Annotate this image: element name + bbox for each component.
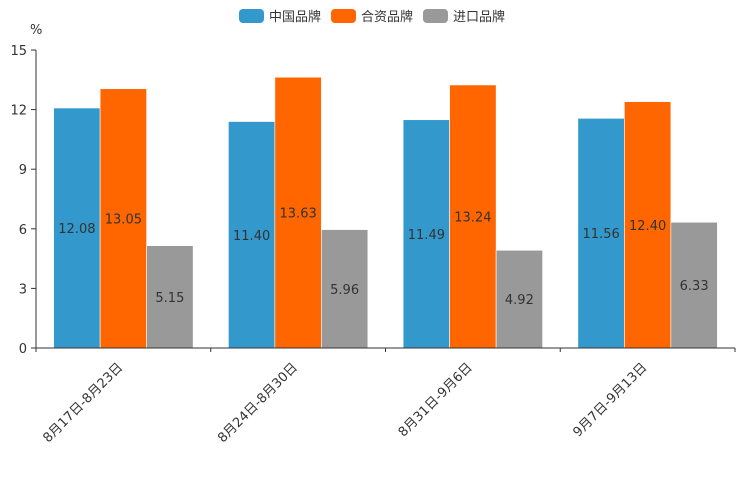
bar-value-label: 13.05 (105, 212, 142, 227)
legend-swatch-china (238, 8, 264, 23)
y-tick-label: 3 (19, 282, 27, 297)
x-tick-label: 8月24日-8月30日 (215, 360, 301, 446)
bar-value-label: 12.40 (629, 219, 666, 234)
y-tick-label: 15 (10, 44, 27, 59)
bar[interactable] (449, 84, 497, 349)
bar-value-label: 12.08 (58, 222, 95, 237)
bar-value-label: 13.24 (454, 210, 491, 225)
bar[interactable] (99, 88, 147, 349)
legend-item-china[interactable]: 中国品牌 (238, 6, 321, 25)
bar-value-label: 11.40 (233, 229, 270, 244)
bar-value-label: 4.92 (505, 293, 534, 308)
bars-group: 12.08 13.05 5.15 11.40 13.63 5.96 11.49 13.24 4.… (53, 76, 718, 349)
y-tick-label: 6 (19, 223, 27, 238)
bar[interactable] (53, 107, 101, 349)
bar-value-label: 11.49 (408, 228, 445, 243)
bar[interactable] (402, 119, 450, 349)
bar[interactable] (670, 221, 718, 349)
x-axis: 8月17日-8月23日 8月24日-8月30日 8月31日-9月6日 9月7日-9月1… (35, 347, 736, 446)
x-tick-label: 8月31日-9月6日 (396, 360, 476, 440)
legend-swatch-import (423, 8, 448, 23)
bar[interactable] (146, 245, 194, 349)
y-axis: 0 3 6 9 12 15 (10, 44, 37, 357)
bar-value-label: 5.96 (330, 283, 359, 298)
chart-legend: 中国品牌 合资品牌 进口品牌 (0, 6, 744, 25)
bar-value-label: 13.63 (280, 207, 317, 222)
bar[interactable] (321, 229, 369, 349)
legend-item-import[interactable]: 进口品牌 (423, 6, 505, 25)
bar[interactable] (274, 76, 322, 349)
legend-item-joint[interactable]: 合资品牌 (330, 6, 413, 25)
y-axis-unit-label: % (30, 23, 42, 38)
bar-value-label: 6.33 (680, 279, 709, 294)
legend-label-joint: 合资品牌 (360, 10, 413, 25)
y-tick-label: 0 (19, 342, 27, 357)
bar[interactable] (495, 249, 543, 349)
legend-label-import: 进口品牌 (453, 10, 506, 25)
legend-label-china: 中国品牌 (268, 10, 321, 25)
bar-value-label: 11.56 (583, 227, 620, 242)
y-tick-label: 12 (10, 104, 27, 119)
bar[interactable] (624, 101, 672, 349)
bar[interactable] (228, 121, 276, 349)
legend-swatch-joint (330, 8, 356, 23)
y-tick-label: 9 (19, 163, 27, 178)
x-tick-label: 9月7日-9月13日 (571, 360, 651, 440)
bar-value-label: 5.15 (155, 291, 184, 306)
x-tick-label: 8月17日-8月23日 (40, 360, 126, 446)
